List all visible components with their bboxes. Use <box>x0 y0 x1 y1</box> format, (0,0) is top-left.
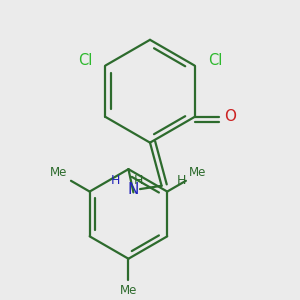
Text: Me: Me <box>120 284 137 297</box>
Text: O: O <box>224 110 236 124</box>
Text: H: H <box>134 174 143 187</box>
Text: H: H <box>111 174 120 187</box>
Text: Me: Me <box>50 166 68 179</box>
Text: H: H <box>176 174 186 187</box>
Text: N: N <box>128 182 139 196</box>
Text: Cl: Cl <box>208 53 222 68</box>
Text: Me: Me <box>189 166 207 179</box>
Text: Cl: Cl <box>78 53 92 68</box>
